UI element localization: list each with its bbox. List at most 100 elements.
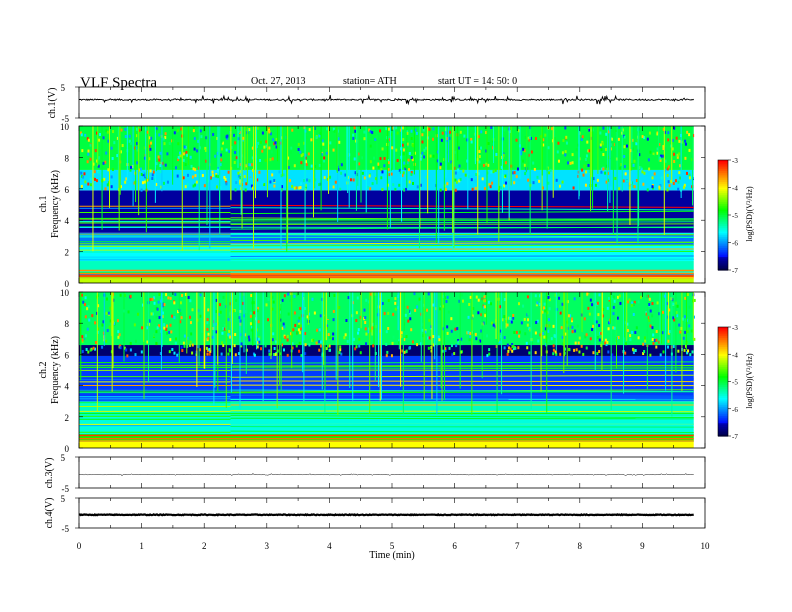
spec1-speckle bbox=[150, 141, 153, 145]
spec2-speckle bbox=[219, 310, 222, 314]
cbar1-segment bbox=[718, 220, 728, 223]
spec2-speckle bbox=[215, 330, 218, 334]
cbar1-segment bbox=[718, 191, 728, 194]
spec2-speckle bbox=[170, 330, 173, 334]
spec1-speckle bbox=[325, 151, 328, 155]
spec1-speckle bbox=[549, 168, 552, 172]
spec2-speckle bbox=[258, 336, 261, 340]
spec1-speckle bbox=[139, 167, 142, 171]
spec1-speckle bbox=[349, 178, 352, 182]
spec2-speckle bbox=[534, 294, 537, 298]
spec2-speckle bbox=[221, 331, 224, 335]
spec2-speckle bbox=[632, 312, 635, 316]
spec1-speckle bbox=[454, 150, 457, 154]
spec1-speckle bbox=[192, 184, 195, 188]
spec2-speckle bbox=[87, 305, 90, 309]
spec1-speckle bbox=[224, 177, 227, 181]
spec1-speckle bbox=[424, 146, 427, 150]
spec2-speckle bbox=[161, 302, 164, 306]
spec1-speckle bbox=[446, 150, 449, 154]
spec1-speckle bbox=[307, 152, 310, 156]
spec2-speckle bbox=[187, 295, 190, 299]
spec2-speckle bbox=[134, 353, 137, 357]
spec1-speckle bbox=[177, 156, 180, 160]
spec2-speckle bbox=[81, 338, 84, 342]
spec2-speckle bbox=[272, 353, 275, 357]
spec1-speckle bbox=[220, 139, 223, 143]
spec1-speckle bbox=[211, 173, 214, 177]
spec1-speckle bbox=[185, 150, 188, 154]
spec2-speckle bbox=[400, 331, 403, 335]
spec1-speckle bbox=[586, 140, 589, 144]
spec2-speckle bbox=[690, 329, 693, 333]
spec1-speckle bbox=[402, 152, 405, 156]
spec2-speckle bbox=[648, 303, 651, 307]
spec2-speckle bbox=[234, 333, 237, 337]
spec1-ytick-label: 8 bbox=[65, 153, 70, 163]
spec2-speckle bbox=[387, 326, 390, 330]
spec2-speckle bbox=[643, 341, 646, 345]
spec2-speckle bbox=[367, 330, 370, 334]
spec2-speckle bbox=[632, 351, 635, 355]
spec2-speckle bbox=[547, 329, 550, 333]
spec1-speckle bbox=[347, 175, 350, 179]
spec2-speckle bbox=[296, 293, 299, 297]
spec2-speckle bbox=[598, 293, 601, 297]
spec2-speckle bbox=[526, 323, 529, 327]
spec2-speckle bbox=[684, 296, 687, 300]
spec2-speckle bbox=[484, 299, 487, 303]
spec2-speckle bbox=[211, 335, 214, 339]
spec2-speckle bbox=[227, 318, 230, 322]
spec1-speckle bbox=[454, 171, 457, 175]
spec2-speckle bbox=[441, 349, 444, 353]
spec1-speckle bbox=[564, 153, 567, 157]
spec1-speckle bbox=[271, 157, 274, 161]
spec2-speckle bbox=[635, 326, 638, 330]
spec1-speckle bbox=[518, 178, 521, 182]
spec2-speckle bbox=[394, 301, 397, 305]
spec2-speckle bbox=[596, 352, 599, 356]
spec2-emission-line bbox=[230, 380, 694, 383]
spec2-speckle bbox=[264, 344, 267, 348]
spec2-speckle bbox=[283, 325, 286, 329]
spec2-speckle bbox=[206, 352, 209, 356]
spec2-speckle bbox=[568, 347, 571, 351]
spec1-speckle bbox=[126, 180, 129, 184]
spec1-speckle bbox=[269, 180, 272, 184]
spec2-speckle bbox=[667, 339, 670, 343]
spec2-speckle bbox=[655, 338, 658, 342]
spec1-speckle bbox=[192, 126, 195, 130]
spec1-speckle bbox=[360, 156, 363, 160]
spec2-speckle bbox=[279, 310, 282, 314]
spec2-speckle bbox=[481, 304, 484, 308]
spec2-speckle bbox=[658, 340, 661, 344]
cbar1-segment bbox=[718, 229, 728, 233]
spec1-speckle bbox=[626, 179, 629, 183]
spec1-speckle bbox=[631, 138, 634, 142]
cbar2-segment bbox=[718, 423, 728, 426]
spec2-speckle bbox=[221, 341, 224, 345]
spec2-speckle bbox=[506, 323, 509, 327]
spec1-speckle bbox=[220, 158, 223, 162]
spec1-speckle bbox=[638, 153, 641, 157]
spec1-speckle bbox=[656, 132, 659, 136]
spec1-speckle bbox=[159, 170, 162, 174]
spec1-speckle bbox=[182, 152, 185, 156]
spec1-speckle bbox=[631, 147, 634, 151]
spec2-speckle bbox=[460, 337, 463, 341]
spec1-speckle bbox=[439, 166, 442, 170]
spec1-speckle bbox=[477, 135, 480, 139]
cbar1-segment bbox=[718, 189, 728, 192]
spec1-speckle bbox=[532, 181, 535, 185]
spec1-speckle bbox=[261, 181, 264, 185]
spec1-speckle bbox=[233, 133, 236, 137]
cbar2-tick-label: -5 bbox=[732, 379, 738, 387]
spec2-speckle bbox=[189, 321, 192, 325]
spec2-speckle bbox=[101, 323, 104, 327]
spec1-speckle bbox=[662, 127, 665, 131]
spec2-speckle bbox=[403, 338, 406, 342]
spec2-speckle bbox=[655, 345, 658, 349]
spec2-speckle bbox=[524, 332, 527, 336]
spec2-speckle bbox=[304, 306, 307, 310]
spec1-speckle bbox=[532, 161, 535, 165]
